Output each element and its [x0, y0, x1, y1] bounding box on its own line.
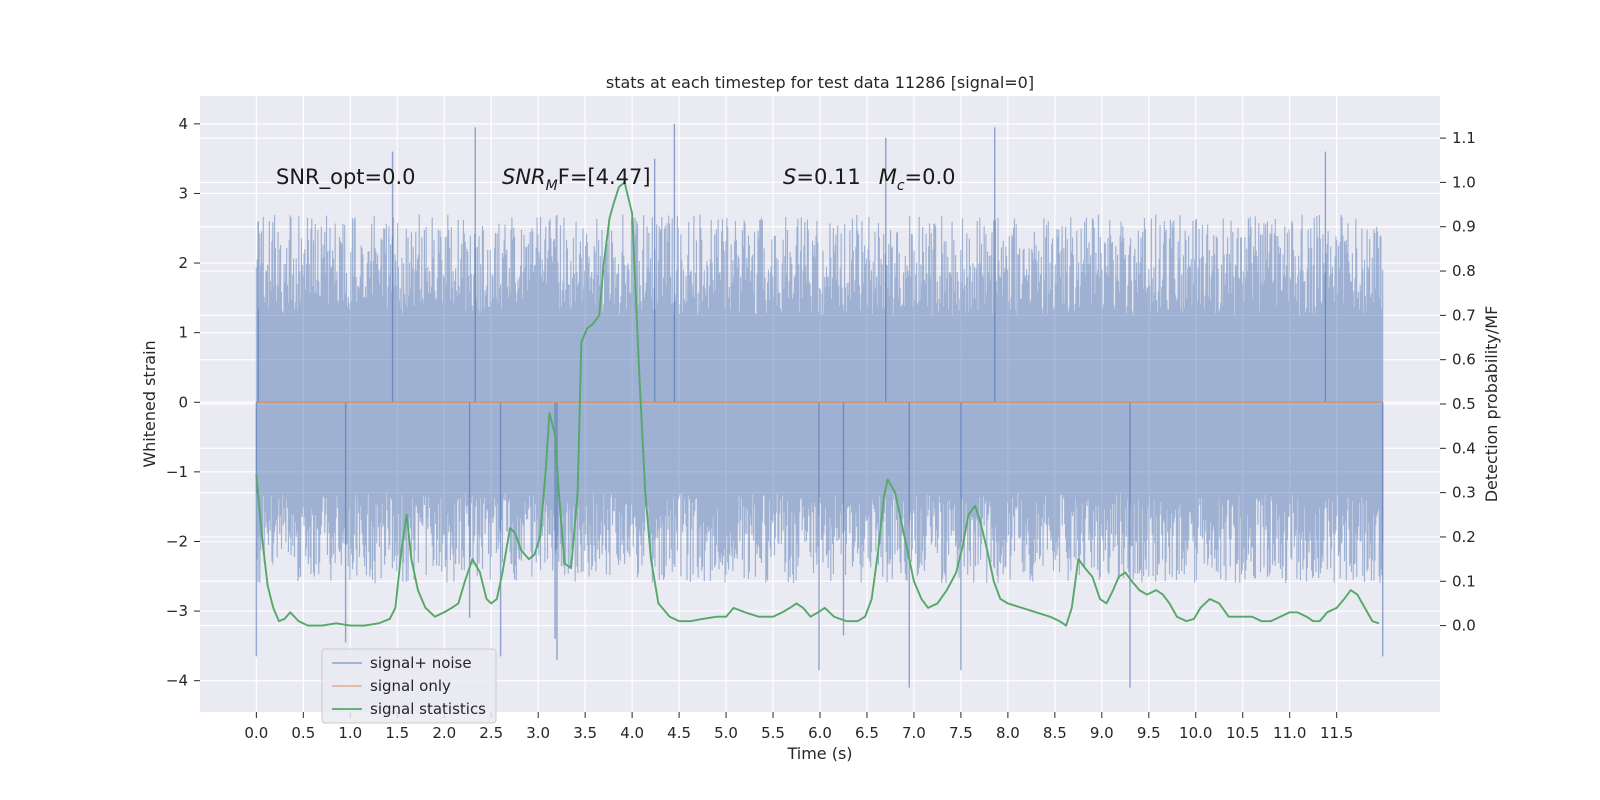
- signal-statistics-series: [255, 181, 1380, 627]
- y-tick-label: 1: [178, 324, 188, 342]
- annotation-s-val: =0.11: [796, 165, 860, 189]
- x-tick-label: 3.5: [573, 724, 597, 742]
- annotation-mc-val: =0.0: [905, 165, 956, 189]
- x-tick-label: 6.5: [855, 724, 879, 742]
- x-tick-label: 5.0: [714, 724, 738, 742]
- legend: signal+ noise signal only signal statist…: [321, 648, 497, 724]
- x-tick-label: 7.0: [902, 724, 926, 742]
- y-tick-label: 2: [178, 254, 188, 272]
- x-tick-label: 4.0: [620, 724, 644, 742]
- annotation-snr-opt: SNR_opt=0.0: [276, 165, 416, 190]
- noise-trace: [255, 214, 1384, 584]
- y2-tick-label: 0.5: [1452, 395, 1476, 413]
- x-tick-label: 3.0: [526, 724, 550, 742]
- signal-statistics-line: [255, 181, 1380, 627]
- y-tick-label: −1: [166, 463, 188, 481]
- ticks: 0.0 0.5 1.0 1.5 2.0 2.5 3.0 3.5 4.0 4.5 5.0 5.5 6.0 6…: [166, 115, 1476, 742]
- x-tick-label: 11.5: [1320, 724, 1353, 742]
- x-tick-label: 5.5: [761, 724, 785, 742]
- x-tick-label: 10.5: [1226, 724, 1259, 742]
- y-tick-label: 0: [178, 393, 188, 411]
- x-tick-label: 6.0: [808, 724, 832, 742]
- y2-tick-label: 0.6: [1452, 351, 1476, 369]
- annotation-snr-mf-sub: M: [546, 178, 558, 194]
- x-tick-label: 2.5: [479, 724, 503, 742]
- y-tick-label: −2: [166, 532, 188, 550]
- x-axis-label: Time (s): [786, 744, 852, 763]
- annotation-s-mc: S=0.11 Mc=0.0: [783, 165, 956, 194]
- x-tick-label: 10.0: [1179, 724, 1212, 742]
- annotation-snr-mf-rest: F=[4.47]: [558, 165, 651, 189]
- x-tick-label: 1.0: [338, 724, 362, 742]
- x-tick-label: 0.5: [291, 724, 315, 742]
- x-tick-label: 8.0: [996, 724, 1020, 742]
- x-tick-label: 9.5: [1137, 724, 1161, 742]
- y-axis-label: Whitened strain: [140, 340, 159, 467]
- x-tick-label: 1.5: [385, 724, 409, 742]
- y2-tick-label: 1.0: [1452, 173, 1476, 191]
- legend-box: [321, 648, 497, 724]
- x-tick-label: 8.5: [1043, 724, 1067, 742]
- y2-tick-label: 0.2: [1452, 528, 1476, 546]
- legend-label-stats: signal statistics: [370, 700, 486, 718]
- chart-title: stats at each timestep for test data 112…: [606, 73, 1034, 92]
- x-tick-label: 4.5: [667, 724, 691, 742]
- annotation-snr-mf: SNRMF=[4.47]: [502, 165, 651, 194]
- y-tick-label: −4: [166, 672, 188, 690]
- y2-tick-label: 0.0: [1452, 617, 1476, 635]
- legend-label-signal: signal only: [370, 677, 451, 695]
- y2-tick-label: 0.7: [1452, 306, 1476, 324]
- annotation-snr-mf-base: SNR: [502, 165, 546, 189]
- y-tick-label: 3: [178, 184, 188, 202]
- y2-tick-label: 0.8: [1452, 262, 1476, 280]
- y2-axis-label: Detection probability/MF: [1482, 306, 1501, 503]
- y2-tick-label: 0.4: [1452, 439, 1476, 457]
- y2-tick-label: 0.3: [1452, 484, 1476, 502]
- x-tick-label: 2.0: [432, 724, 456, 742]
- x-tick-label: 11.0: [1273, 724, 1306, 742]
- y-tick-label: −3: [166, 602, 188, 620]
- y2-tick-label: 0.9: [1452, 218, 1476, 236]
- x-tick-label: 7.5: [949, 724, 973, 742]
- annotation-mc-sub: c: [897, 178, 905, 194]
- legend-label-noise: signal+ noise: [370, 654, 472, 672]
- annotation-mc-var: M: [879, 165, 897, 189]
- grid: [200, 96, 1440, 712]
- annotation-s-var: S: [783, 165, 796, 189]
- x-tick-label: 9.0: [1090, 724, 1114, 742]
- y2-tick-label: 0.1: [1452, 572, 1476, 590]
- x-tick-label: 0.0: [244, 724, 268, 742]
- y-tick-label: 4: [178, 115, 188, 133]
- y2-tick-label: 1.1: [1452, 129, 1476, 147]
